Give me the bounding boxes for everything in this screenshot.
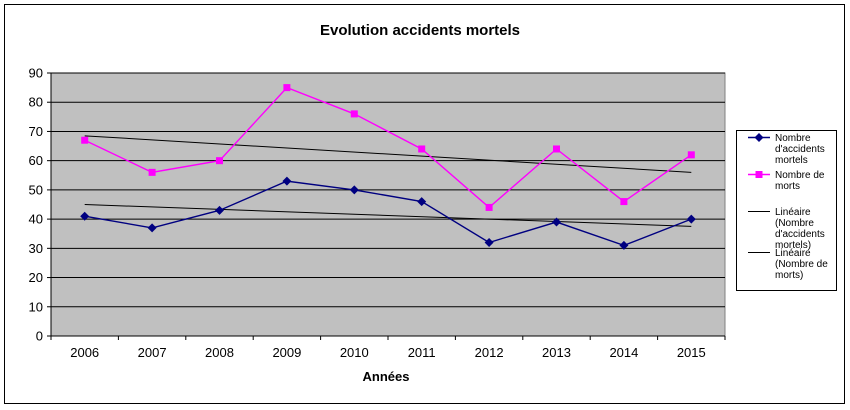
plot-area [50, 72, 726, 337]
x-tick-label: 2013 [542, 345, 571, 360]
data-point [485, 203, 493, 211]
x-tick-label: 2009 [272, 345, 301, 360]
x-tick-label: 2007 [138, 345, 167, 360]
y-tick-label: 30 [29, 241, 43, 256]
series-line-2 [84, 86, 692, 209]
data-point [282, 176, 292, 186]
data-point [484, 237, 494, 247]
legend-marker-1 [754, 133, 764, 142]
series-line-1 [84, 180, 692, 247]
y-tick-label: 60 [29, 153, 43, 168]
y-tick-label: 20 [29, 270, 43, 285]
x-tick-label: 2008 [205, 345, 234, 360]
data-point [215, 205, 224, 215]
data-point [148, 168, 156, 176]
data-point [350, 110, 358, 118]
legend: Nombre d'accidents mortels Nombre de morts Li… [736, 130, 837, 291]
x-tick-label: 2011 [408, 345, 436, 360]
legend-label-1: Nombre d'accidents mortels [775, 133, 825, 166]
x-tick-label: 2015 [677, 345, 706, 360]
legend-label-4: Linéaire (Nombre de morts) [775, 248, 828, 281]
legend-label-2: Nombre de morts [775, 170, 825, 192]
x-tick-label: 2012 [475, 345, 504, 360]
legend-label-3: Linéaire (Nombre d'accidents mortels) [775, 207, 825, 251]
data-point [417, 197, 427, 207]
x-tick-label: 2014 [609, 345, 638, 360]
data-point [147, 223, 157, 233]
legend-marker-2 [755, 171, 763, 178]
x-tick-label: 2006 [70, 345, 99, 360]
data-point [619, 240, 629, 250]
y-tick-label: 50 [29, 182, 43, 197]
data-point [687, 151, 695, 159]
data-point [283, 84, 291, 92]
y-tick-label: 90 [29, 66, 43, 81]
data-point [553, 145, 560, 153]
data-point [81, 136, 89, 144]
data-point [552, 217, 561, 227]
data-point [80, 211, 90, 221]
trendline-2 [84, 135, 692, 173]
y-tick-label: 40 [29, 212, 43, 227]
x-tick-label: 2010 [340, 345, 369, 360]
data-point [349, 185, 359, 195]
data-point [620, 198, 628, 206]
trendline-1 [84, 204, 692, 227]
data-point [686, 214, 696, 224]
legend-box [736, 130, 837, 291]
data-point [216, 157, 223, 165]
y-tick-label: 80 [29, 95, 43, 110]
data-point [418, 145, 426, 153]
x-axis-label: Années [363, 369, 410, 384]
y-tick-label: 10 [29, 299, 43, 314]
y-tick-label: 0 [36, 329, 43, 344]
chart-title: Evolution accidents mortels [320, 22, 520, 39]
y-tick-label: 70 [29, 124, 43, 139]
